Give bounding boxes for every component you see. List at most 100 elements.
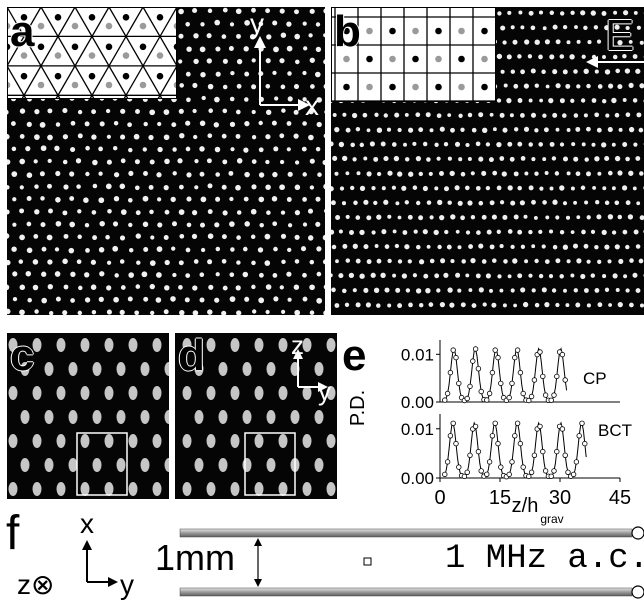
particle xyxy=(450,259,455,264)
particle xyxy=(194,158,199,164)
particle xyxy=(302,272,307,278)
particle xyxy=(374,112,379,117)
particle xyxy=(287,297,292,302)
particle xyxy=(25,146,31,152)
highlight-box xyxy=(244,432,296,496)
particle xyxy=(638,127,644,133)
particle xyxy=(301,146,307,152)
data-point xyxy=(475,448,482,455)
particle xyxy=(222,108,228,114)
particle xyxy=(68,247,75,254)
particle xyxy=(302,482,312,496)
particle xyxy=(566,40,571,45)
particle xyxy=(475,141,481,147)
particle xyxy=(258,272,264,278)
particle xyxy=(436,113,442,119)
particle xyxy=(208,108,213,113)
particle xyxy=(192,7,198,14)
particle xyxy=(586,126,591,132)
particle xyxy=(380,272,386,278)
particle xyxy=(530,25,536,31)
particle xyxy=(332,113,337,117)
particle xyxy=(455,229,460,234)
panel-a-axes xyxy=(254,36,310,111)
data-point xyxy=(447,369,454,376)
particle xyxy=(323,183,325,190)
particle xyxy=(207,259,213,265)
particle xyxy=(510,69,515,74)
particle xyxy=(460,302,466,308)
particle xyxy=(236,310,242,315)
data-point xyxy=(453,440,459,447)
data-point xyxy=(478,468,484,474)
particle xyxy=(194,458,204,472)
particle xyxy=(583,68,589,74)
particle xyxy=(491,214,497,220)
particle xyxy=(120,209,127,215)
particle xyxy=(363,287,369,293)
particle xyxy=(465,142,470,148)
particle xyxy=(265,84,271,89)
particle xyxy=(348,272,355,279)
site-black xyxy=(122,14,130,21)
particle xyxy=(499,244,504,249)
site xyxy=(412,55,419,63)
particle xyxy=(69,221,76,228)
particle xyxy=(316,297,323,304)
particle xyxy=(352,288,357,293)
particle xyxy=(509,156,515,162)
particle xyxy=(185,247,191,253)
particle xyxy=(632,98,638,103)
series-line xyxy=(444,421,587,478)
particle xyxy=(496,141,502,148)
data-point xyxy=(472,346,479,352)
particle xyxy=(315,46,322,53)
particle xyxy=(436,288,441,293)
data-point xyxy=(489,433,496,439)
particle xyxy=(279,58,285,64)
panel-a-inset xyxy=(7,7,177,99)
particle xyxy=(272,171,278,178)
particle xyxy=(127,122,132,128)
particle xyxy=(156,172,162,178)
particle xyxy=(113,120,119,126)
particle xyxy=(371,185,376,191)
particle xyxy=(607,259,612,264)
particle xyxy=(98,296,104,303)
particle xyxy=(412,185,418,190)
particle xyxy=(47,284,53,290)
data-point xyxy=(559,426,566,432)
top-electrode xyxy=(179,528,633,538)
particle xyxy=(185,71,191,77)
particle xyxy=(55,197,61,203)
particle xyxy=(376,303,381,308)
particle xyxy=(20,410,30,424)
particle xyxy=(235,285,241,291)
particle xyxy=(265,184,271,190)
particle xyxy=(326,434,336,448)
site xyxy=(343,27,350,35)
particle xyxy=(214,297,220,303)
particle xyxy=(44,362,54,376)
data-point xyxy=(464,469,470,475)
particle xyxy=(302,197,307,202)
particle xyxy=(548,274,554,279)
particle xyxy=(334,126,340,133)
particle xyxy=(293,284,300,290)
particle xyxy=(214,146,221,153)
particle xyxy=(128,222,133,228)
particle xyxy=(11,146,17,152)
particle xyxy=(475,185,481,191)
site-black xyxy=(105,43,113,51)
particle xyxy=(229,22,235,27)
site-gray xyxy=(88,52,96,59)
particle xyxy=(369,141,375,147)
particle xyxy=(8,338,18,352)
particle xyxy=(478,243,484,249)
particle xyxy=(279,159,285,165)
particle xyxy=(363,244,369,250)
particle xyxy=(251,159,257,164)
particle xyxy=(439,171,444,176)
particle xyxy=(576,84,581,89)
particle xyxy=(492,170,498,176)
